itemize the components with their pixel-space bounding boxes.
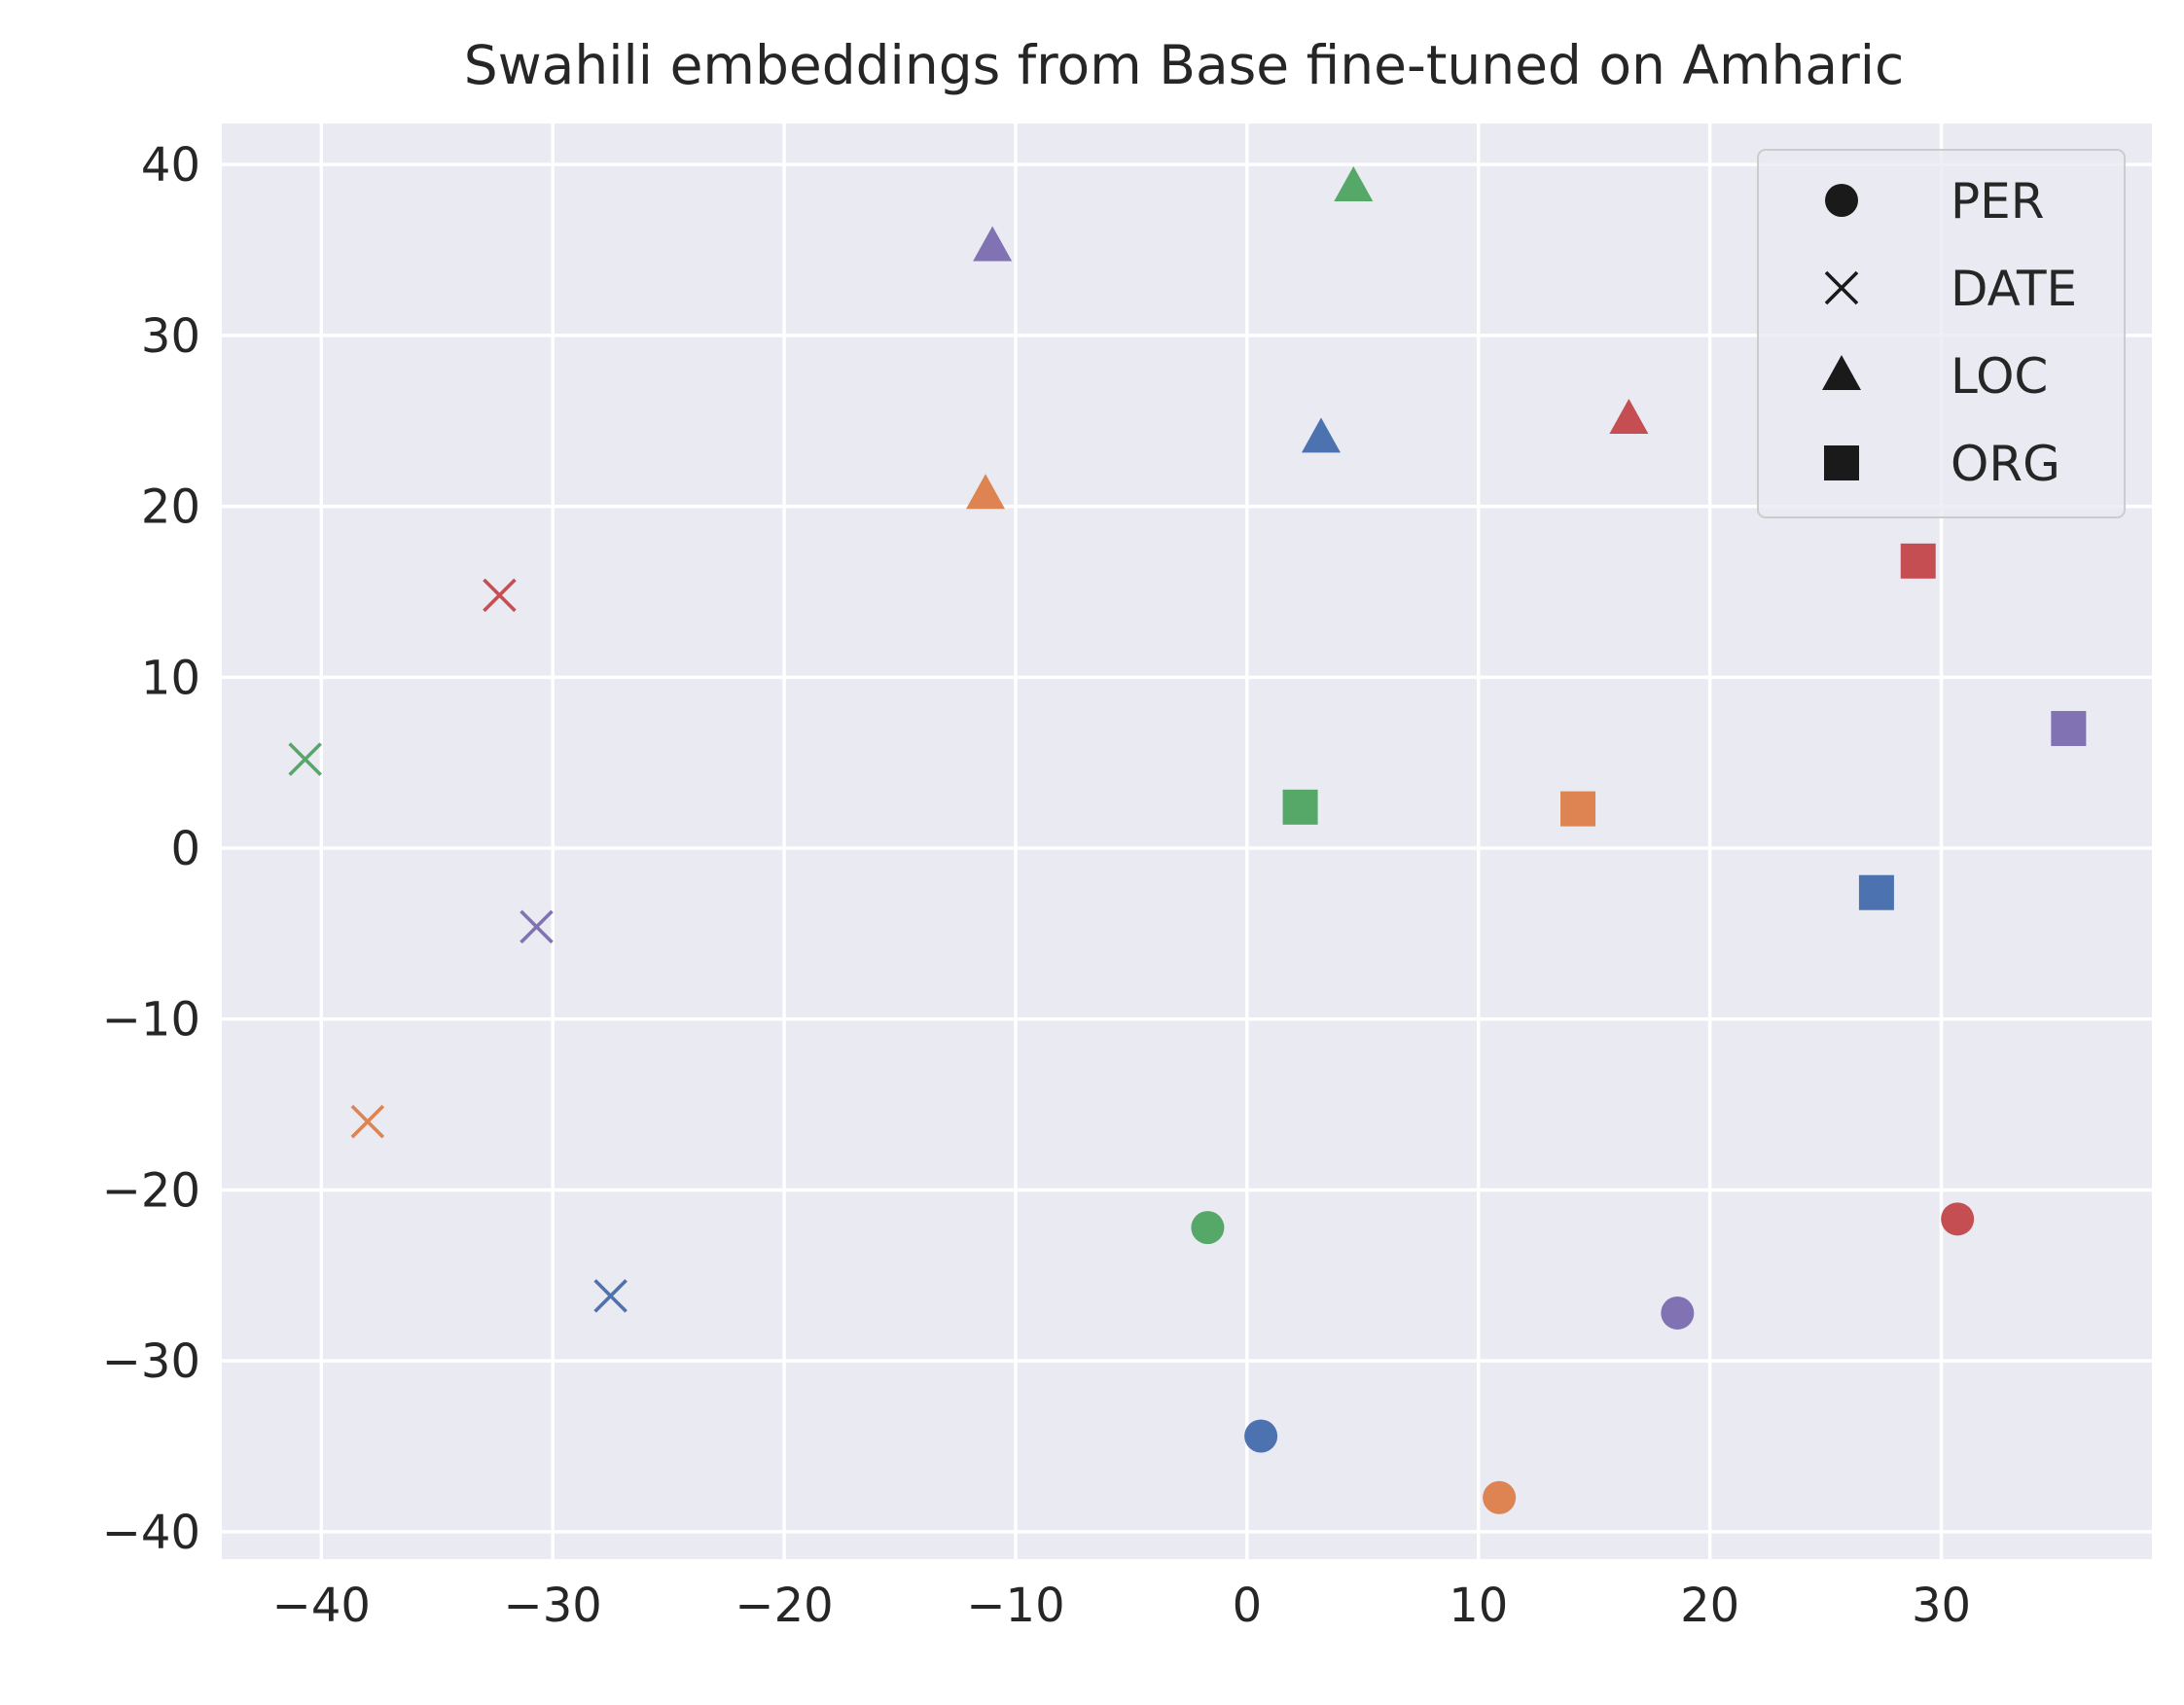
legend-marker-circle: [1825, 184, 1858, 217]
legend-label: PER: [1951, 173, 2044, 230]
x-tick-label: −40: [272, 1579, 371, 1633]
data-point-triangle: [1301, 417, 1341, 453]
data-point-triangle: [966, 474, 1006, 510]
y-tick-label: −20: [102, 1163, 200, 1218]
x-tick-labels: −40 −30 −20 −10 0 10 20 30: [272, 1579, 1971, 1633]
data-point-square: [1900, 543, 1936, 579]
legend: PER DATE LOC ORG: [1757, 149, 2126, 518]
data-points: [288, 166, 2087, 1514]
data-point-circle: [1244, 1419, 1278, 1453]
y-tick-label: 10: [141, 651, 200, 705]
data-point-square: [1282, 789, 1318, 825]
y-tick-label: 40: [141, 138, 200, 193]
legend-label: DATE: [1951, 261, 2077, 317]
legend-marker-square: [1824, 445, 1859, 480]
data-point-triangle: [1334, 166, 1374, 202]
data-point-circle: [1661, 1296, 1695, 1330]
x-tick-label: 30: [1912, 1579, 1971, 1633]
data-point-x: [350, 1104, 385, 1139]
legend-label: ORG: [1951, 436, 2060, 492]
data-point-triangle: [1609, 398, 1649, 434]
x-tick-label: −30: [504, 1579, 602, 1633]
y-tick-label: 0: [170, 822, 200, 876]
y-tick-label: 20: [141, 480, 200, 535]
data-point-x: [593, 1279, 627, 1313]
legend-box: [1757, 149, 2126, 518]
chart-title: Swahili embeddings from Base fine-tuned …: [464, 34, 1904, 96]
data-point-square: [1858, 874, 1894, 910]
data-point-square: [2051, 711, 2087, 747]
legend-marker-triangle: [1822, 355, 1861, 390]
data-point-x: [519, 909, 554, 944]
y-tick-label: 30: [141, 309, 200, 364]
data-point-triangle: [973, 226, 1013, 262]
data-point-circle: [1191, 1211, 1225, 1245]
x-tick-label: −20: [734, 1579, 833, 1633]
data-point-x: [483, 578, 517, 613]
x-tick-label: 20: [1680, 1579, 1739, 1633]
data-point-circle: [1483, 1480, 1517, 1514]
data-point-circle: [1941, 1202, 1975, 1236]
legend-label: LOC: [1951, 348, 2048, 405]
x-tick-label: 10: [1449, 1579, 1508, 1633]
y-tick-labels: −40 −30 −20 −10 0 10 20 30 40: [102, 138, 200, 1560]
y-tick-label: −40: [102, 1506, 200, 1560]
x-tick-label: −10: [966, 1579, 1064, 1633]
x-tick-label: 0: [1233, 1579, 1263, 1633]
y-tick-label: −10: [102, 993, 200, 1048]
legend-marker-x: [1824, 270, 1859, 305]
y-tick-label: −30: [102, 1334, 200, 1389]
data-point-square: [1560, 791, 1596, 827]
data-point-x: [288, 742, 322, 776]
